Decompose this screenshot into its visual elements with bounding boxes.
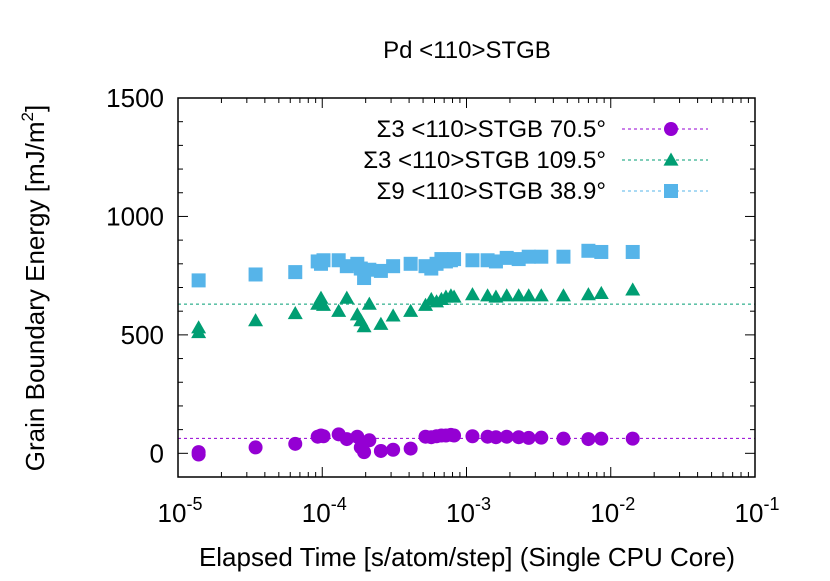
point-series-2 [385,308,401,322]
point-series-3 [499,250,514,265]
point-series-2 [533,288,549,302]
legend-marker-series-1 [664,122,678,136]
point-series-1 [594,431,609,446]
point-series-1 [316,429,331,444]
y-tick-label: 0 [150,438,164,468]
point-series-2 [373,316,389,330]
chart-title: Pd <110>STGB [383,37,551,64]
point-series-3 [521,249,536,264]
point-series-2 [521,288,537,302]
point-series-1 [403,441,418,456]
point-series-1 [447,428,462,443]
point-series-1 [499,429,514,444]
point-series-2 [464,287,480,301]
legend-label-series-1: Σ3 <110>STGB 70.5° [377,116,606,143]
point-series-2 [499,288,515,302]
point-series-2 [331,303,347,317]
point-series-1 [339,432,354,447]
point-series-2 [191,325,207,339]
point-series-2 [625,282,641,296]
point-series-2 [313,290,329,304]
point-series-2 [593,285,609,300]
point-series-1 [534,430,549,445]
point-series-1 [581,432,596,447]
data-points [191,243,641,462]
point-series-3 [556,249,571,264]
point-series-2 [580,287,596,301]
legend-label-series-3: Σ9 <110>STGB 38.9° [377,178,606,205]
x-axis-label: Elapsed Time [s/atom/step] (Single CPU C… [199,542,735,572]
point-series-2 [248,313,264,327]
point-series-3 [625,244,640,259]
y-axis-label: Grain Boundary Energy [mJ/m2] [18,105,50,471]
point-series-2 [511,288,527,302]
point-series-3 [534,249,549,264]
point-series-1 [511,430,526,445]
point-series-3 [465,253,480,268]
x-tick-label: 10-1 [735,494,780,528]
reference-lines [178,303,755,439]
point-series-3 [288,265,303,280]
point-series-3 [594,244,609,259]
legend-marker-series-2 [663,152,679,166]
point-series-3 [581,243,596,258]
point-series-2 [446,289,462,303]
point-series-3 [248,267,263,282]
point-series-3 [316,253,331,268]
point-series-1 [191,447,206,462]
point-series-3 [191,273,206,288]
point-series-1 [288,436,303,451]
point-series-3 [373,263,388,278]
point-series-1 [248,440,263,455]
y-tick-label: 1500 [106,83,164,113]
point-series-1 [373,443,388,458]
legend-label-series-2: Σ3 <110>STGB 109.5° [363,147,606,174]
point-series-3 [386,259,401,274]
x-tick-label: 10-3 [446,494,491,528]
point-series-3 [362,262,377,277]
point-series-2 [315,297,331,311]
point-series-2 [555,288,571,302]
x-tick-label: 10-4 [302,494,347,528]
y-axis-label-sup: 2 [18,112,37,121]
point-series-1 [488,430,503,445]
y-axis-label-close: ] [20,105,50,112]
point-series-3 [488,254,503,269]
point-series-2 [361,296,377,310]
point-series-2 [403,303,419,317]
legend-marker-series-3 [664,184,678,198]
point-series-1 [625,431,640,446]
point-series-1 [465,429,480,444]
point-series-2 [339,290,355,304]
ticks: 0 500 1000 1500 10-5 10-4 10-3 10-2 10-1 [106,83,779,528]
y-axis-label-main: Grain Boundary Energy [mJ/m [20,122,50,472]
x-tick-label: 10-2 [590,494,635,528]
point-series-1 [521,430,536,445]
point-series-1 [386,442,401,457]
point-series-3 [447,252,462,267]
point-series-1 [556,431,571,446]
x-tick-label: 10-5 [158,494,203,528]
point-series-3 [403,256,418,271]
y-tick-label: 500 [121,320,164,350]
y-tick-label: 1000 [106,201,164,231]
point-series-2 [356,319,372,333]
point-series-2 [488,289,504,303]
point-series-1 [362,433,377,448]
point-series-2 [287,306,303,320]
point-series-1 [357,445,372,460]
point-series-1 [350,429,365,444]
legend: Σ3 <110>STGB 70.5° Σ3 <110>STGB 109.5° Σ9 … [363,116,708,205]
